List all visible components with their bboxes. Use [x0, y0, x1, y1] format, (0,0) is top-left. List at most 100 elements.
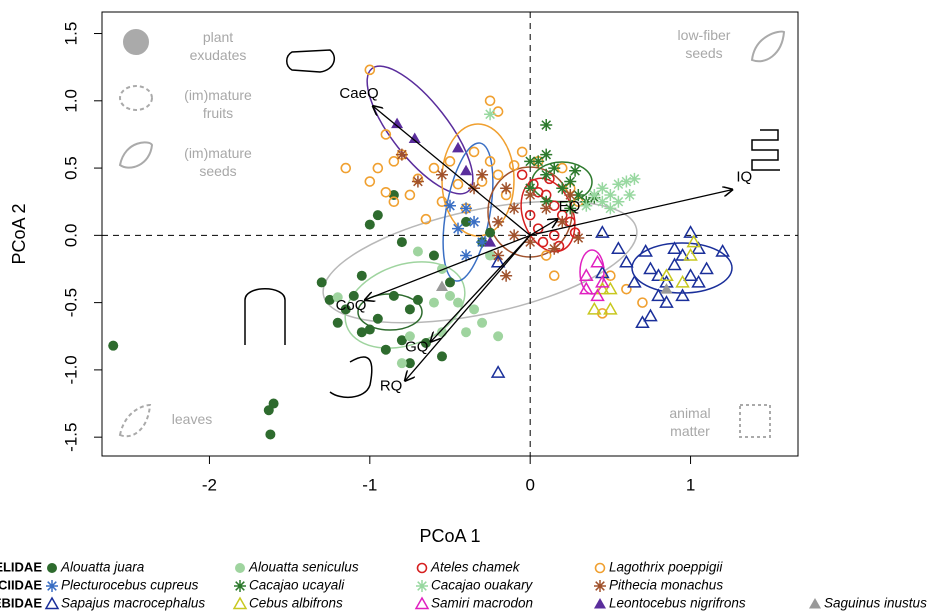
point	[494, 170, 503, 179]
point	[492, 216, 504, 228]
corner-label: (im)matureseeds	[184, 145, 252, 179]
point	[265, 429, 275, 439]
page: {"chart_data":{"type":"scatter","xlabel"…	[0, 0, 939, 616]
x-axis-label: PCoA 1	[419, 526, 480, 546]
legend-label: Cacajao ouakary	[431, 578, 534, 593]
point	[550, 271, 559, 280]
point	[452, 223, 464, 235]
point	[429, 164, 438, 173]
legend-marker	[416, 580, 428, 592]
point	[508, 202, 520, 214]
point	[373, 164, 382, 173]
point	[644, 310, 656, 321]
x-tick-label: 0	[525, 475, 534, 494]
point	[405, 304, 415, 314]
series	[108, 190, 495, 439]
point	[518, 170, 527, 179]
point	[638, 298, 647, 307]
point	[373, 314, 383, 324]
point	[333, 318, 343, 328]
point	[486, 96, 495, 105]
corner-label-line: fruits	[203, 105, 233, 121]
point	[429, 251, 439, 261]
legend-family: PITHECIIDAE	[0, 577, 42, 592]
point	[470, 147, 479, 156]
legend-marker	[594, 580, 606, 592]
legend-label: Sapajus macrocephalus	[61, 596, 205, 611]
point	[693, 276, 705, 287]
point	[556, 216, 568, 228]
fruit-icon	[120, 86, 152, 110]
legend-marker	[594, 598, 606, 609]
animal-icon	[740, 405, 770, 437]
point	[413, 295, 423, 305]
point	[612, 196, 624, 208]
y-tick-label: 1.5	[61, 22, 80, 46]
point	[460, 165, 472, 176]
stomach-icon	[287, 50, 335, 72]
vector-label: CoQ	[336, 297, 367, 314]
stomach-icon	[330, 357, 372, 397]
exudate-icon	[124, 30, 148, 54]
legend-marker	[234, 580, 246, 592]
x-tick-label: -1	[362, 475, 377, 494]
legend-marker	[596, 564, 605, 573]
corner-label-line: (im)mature	[184, 87, 252, 103]
point	[460, 202, 472, 214]
point	[108, 341, 118, 351]
point	[381, 188, 390, 197]
point	[701, 263, 713, 274]
point	[580, 200, 592, 212]
point	[612, 178, 624, 190]
legend-label: Plecturocebus cupreus	[61, 578, 199, 593]
corner-label-line: low-fiber	[678, 27, 731, 43]
corner-label: (im)mature fruits	[184, 87, 252, 121]
corner-label: animalmatter	[669, 405, 710, 439]
point	[454, 180, 463, 189]
point	[628, 276, 640, 287]
point	[569, 165, 581, 177]
corner-label-line: leaves	[172, 411, 212, 427]
point	[445, 277, 455, 287]
point	[436, 169, 448, 181]
point	[677, 290, 689, 301]
intestine-icon	[752, 130, 780, 170]
point	[572, 232, 584, 244]
point	[264, 405, 274, 415]
point	[460, 250, 472, 262]
corner-label: plantexudates	[190, 29, 247, 63]
point	[396, 149, 408, 161]
point	[636, 317, 648, 328]
y-tick-label: -1.0	[61, 355, 80, 384]
y-axis-label: PCoA 2	[9, 203, 29, 264]
point	[556, 182, 568, 194]
legend-marker	[416, 598, 428, 609]
point	[445, 291, 455, 301]
point	[644, 263, 656, 274]
point	[620, 176, 632, 188]
point	[468, 216, 480, 228]
point	[539, 238, 548, 247]
point	[437, 351, 447, 361]
point	[677, 276, 689, 287]
legend-marker	[235, 563, 245, 573]
point	[492, 367, 504, 378]
point	[484, 108, 496, 120]
y-tick-label: 0.5	[61, 156, 80, 180]
legend-family: CEBIDAE	[0, 595, 42, 610]
corner-label-line: animal	[669, 405, 710, 421]
point	[429, 298, 439, 308]
point	[588, 189, 600, 201]
point	[596, 196, 608, 208]
point	[596, 182, 608, 194]
chart: PCoA 1 PCoA 2 -2-101-1.5-1.0-0.50.00.51.…	[0, 0, 939, 616]
y-tick-label: -1.5	[61, 423, 80, 452]
leaf-icon	[120, 405, 150, 436]
legend-marker	[46, 598, 58, 609]
point	[524, 236, 536, 248]
y-tick-label: -0.5	[61, 288, 80, 317]
point	[446, 157, 455, 166]
legend-label: Pithecia monachus	[609, 578, 723, 593]
point	[341, 164, 350, 173]
point	[540, 202, 552, 214]
